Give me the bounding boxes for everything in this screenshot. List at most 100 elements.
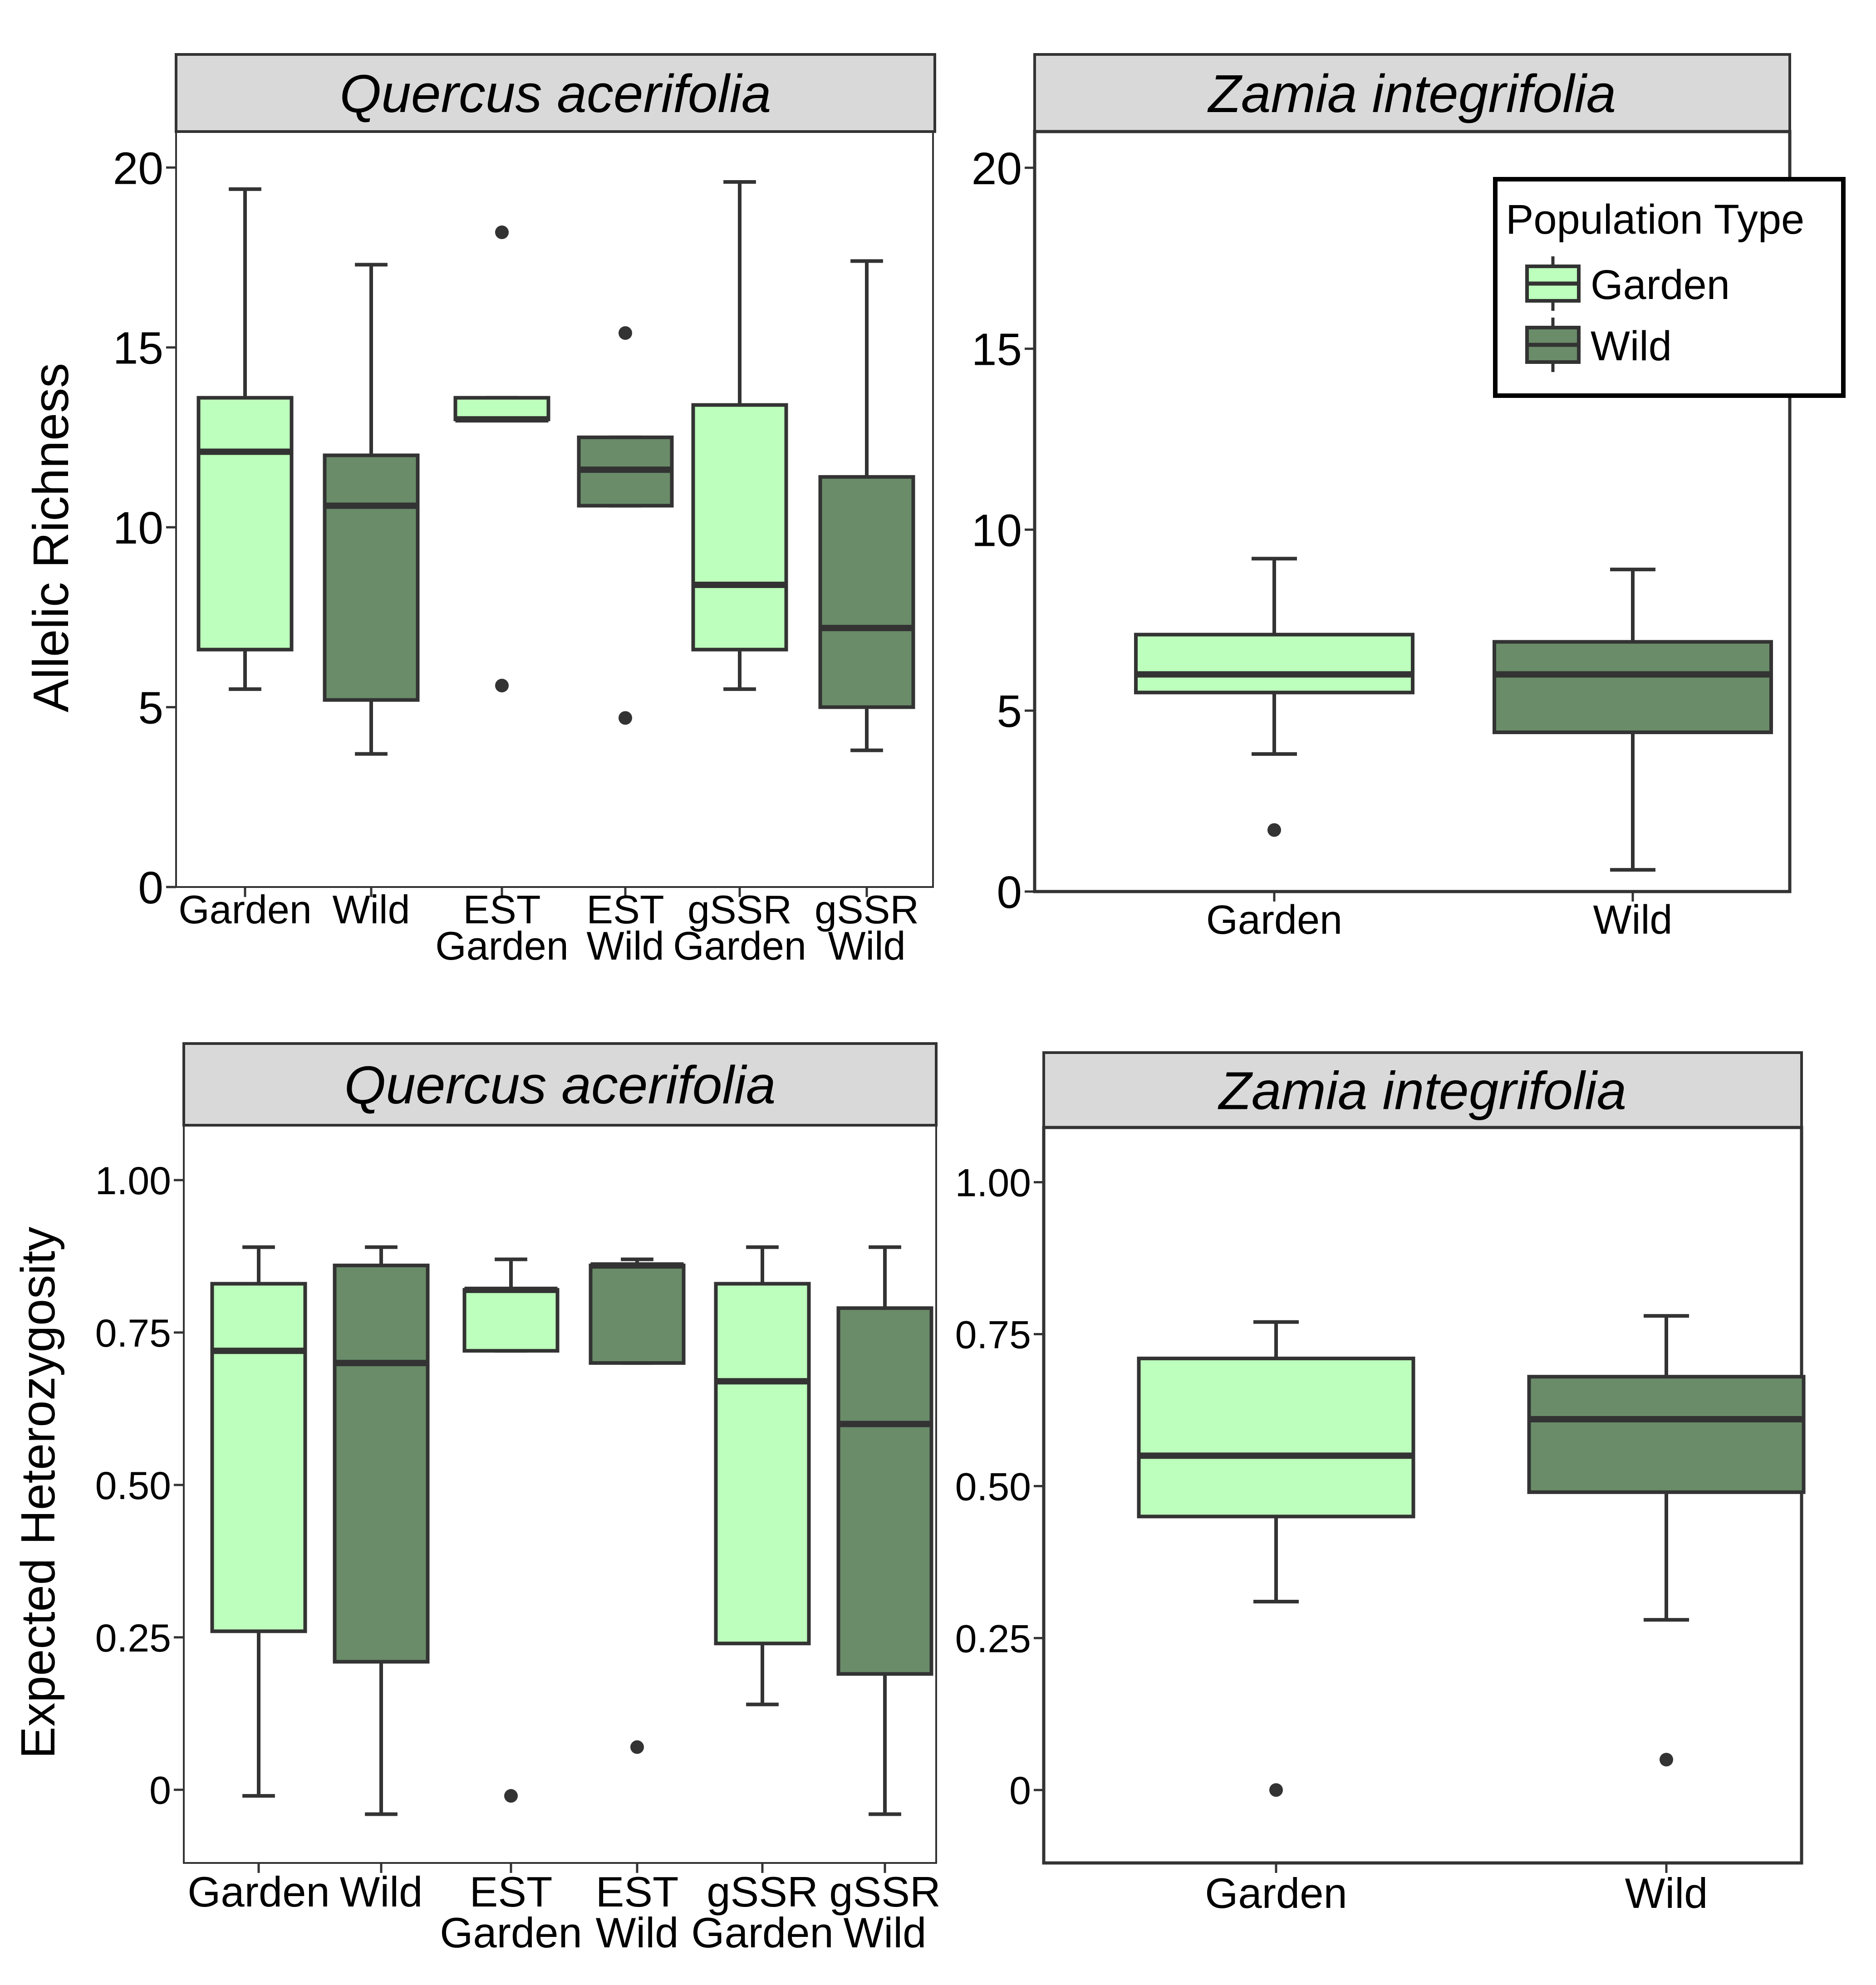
x-tick-label: Garden <box>1205 1869 1347 1917</box>
x-tick-label: Wild <box>1625 1869 1708 1917</box>
iqr-box <box>1493 640 1773 735</box>
y-tick-label: 0 <box>138 863 163 913</box>
iqr-box <box>1137 1357 1415 1519</box>
x-tick-label: Garden <box>187 1868 330 1916</box>
iqr-box <box>1134 632 1414 695</box>
y-tick-label: 0.75 <box>955 1313 1031 1357</box>
x-tick-label: Wild <box>340 1868 423 1916</box>
y-tick-label: 0 <box>149 1769 171 1813</box>
x-tick-label: gSSR <box>688 887 792 932</box>
box-garden: Garden <box>1134 557 1414 943</box>
y-tick-label: 1.00 <box>955 1162 1031 1205</box>
outlier-point <box>495 679 509 692</box>
strip-title: Quercus acerifolia <box>344 1055 776 1115</box>
panel-allelic-richness-zamia: Zamia integrifolia 0 5 10 15 20 Garden Wild <box>972 53 1792 943</box>
box-wild: Wild <box>1527 1314 1806 1917</box>
y-tick-label: 20 <box>972 143 1022 194</box>
legend-label: Garden <box>1591 262 1730 308</box>
x-tick-label: EST <box>463 887 540 932</box>
strip-header <box>175 53 936 133</box>
legend-label: Wild <box>1591 323 1672 369</box>
panel-frame <box>1042 1126 1803 1865</box>
outlier-point <box>619 326 632 340</box>
y-axis-label: Allelic Richness <box>23 363 79 712</box>
y-tick-label: 10 <box>972 505 1022 556</box>
x-tick-label: Garden <box>1206 897 1342 943</box>
y-tick-label: 20 <box>113 143 163 194</box>
iqr-box <box>818 475 915 709</box>
box-wild: Wild <box>323 263 420 932</box>
panel-frame <box>183 1124 937 1864</box>
iqr-box <box>333 1264 430 1664</box>
strip-header <box>1042 1051 1803 1129</box>
y-tick-label: 0 <box>1009 1769 1031 1813</box>
x-tick-label: Wild <box>332 887 410 932</box>
iqr-box <box>1527 1375 1806 1494</box>
y-tick-label: 10 <box>113 503 163 554</box>
panel-heterozygosity-zamia: Zamia integrifolia 0 0.25 0.50 0.75 1.00 Garde… <box>955 1051 1806 1917</box>
x-tick-label: Wild <box>596 1909 679 1956</box>
x-tick-label: EST <box>470 1868 553 1916</box>
y-tick-label: 0.50 <box>95 1464 171 1508</box>
box-wild: Wild <box>1493 568 1773 943</box>
panel-frame <box>1033 130 1792 893</box>
box-wild: Wild <box>333 1245 430 1916</box>
y-axis-label: Expected Heterozygosity <box>11 1227 65 1759</box>
outlier-point <box>495 225 509 239</box>
legend-key-garden <box>1525 256 1581 311</box>
x-tick-label: EST <box>596 1868 679 1916</box>
strip-title: Zamia integrifolia <box>1207 64 1616 124</box>
outlier-point <box>630 1740 644 1754</box>
y-tick-label: 15 <box>113 323 163 374</box>
x-tick-label: Garden <box>691 1909 834 1956</box>
x-tick-label: gSSR <box>829 1868 941 1916</box>
strip-header <box>1033 53 1791 133</box>
panel-frame <box>175 131 934 888</box>
y-tick-label: 0.75 <box>95 1312 171 1355</box>
iqr-box <box>691 403 788 652</box>
iqr-box <box>196 396 294 652</box>
x-tick-label: Garden <box>673 923 806 968</box>
x-tick-label: gSSR <box>815 887 919 932</box>
outlier-point <box>619 711 632 725</box>
iqr-box <box>453 396 550 422</box>
outlier-point <box>1267 823 1281 837</box>
x-tick-label: Garden <box>178 887 312 932</box>
x-tick-label: Wild <box>828 923 905 968</box>
box-garden: Garden <box>178 187 312 932</box>
legend-key-wild <box>1525 318 1581 372</box>
y-tick-label: 0.25 <box>955 1617 1031 1661</box>
x-tick-label: gSSR <box>707 1868 818 1916</box>
y-tick-label: 1.00 <box>95 1159 171 1203</box>
x-tick-label: Wild <box>586 923 664 968</box>
x-tick-label: Garden <box>435 923 569 968</box>
box-garden: Garden <box>1137 1320 1415 1917</box>
y-tick-label: 0.50 <box>955 1465 1031 1509</box>
y-tick-label: 0 <box>997 867 1022 918</box>
x-tick-label: Wild <box>844 1909 927 1956</box>
y-tick-label: 5 <box>138 683 163 734</box>
iqr-box <box>589 1264 686 1365</box>
y-tick-label: 5 <box>997 686 1022 737</box>
legend: Population Type Garden Wild <box>1493 177 1846 398</box>
panel-heterozygosity-quercus: Quercus acerifolia 0 0.25 0.50 0.75 1.00 Expec… <box>11 1042 941 1956</box>
x-tick-label: Wild <box>1593 897 1673 943</box>
x-tick-label: EST <box>586 887 664 932</box>
y-tick-label: 15 <box>972 324 1022 375</box>
legend-title: Population Type <box>1506 196 1804 243</box>
y-tick-label: 0.25 <box>95 1617 171 1660</box>
iqr-box <box>714 1282 811 1646</box>
box-garden: Garden <box>187 1245 330 1916</box>
iqr-box <box>462 1288 560 1353</box>
iqr-box <box>836 1306 933 1676</box>
strip-header <box>182 1042 938 1127</box>
outlier-point <box>1660 1753 1673 1767</box>
outlier-point <box>1269 1783 1283 1797</box>
